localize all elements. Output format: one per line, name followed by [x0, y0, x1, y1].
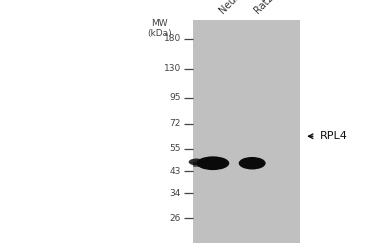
Ellipse shape — [189, 158, 204, 166]
Text: 34: 34 — [169, 189, 181, 198]
Ellipse shape — [239, 157, 266, 170]
Text: 130: 130 — [164, 64, 181, 73]
Bar — [192, 20, 300, 242]
Text: 43: 43 — [169, 167, 181, 176]
Text: 180: 180 — [164, 34, 181, 43]
Text: 72: 72 — [169, 119, 181, 128]
Text: 95: 95 — [169, 94, 181, 102]
Text: 26: 26 — [169, 214, 181, 223]
Text: Neuro2A: Neuro2A — [218, 0, 254, 15]
Text: MW
(kDa): MW (kDa) — [147, 19, 172, 38]
Bar — [192, 162, 200, 167]
Text: RPL4: RPL4 — [320, 131, 347, 141]
Text: 55: 55 — [169, 144, 181, 153]
Ellipse shape — [197, 156, 229, 170]
Text: Rat2: Rat2 — [252, 0, 275, 15]
